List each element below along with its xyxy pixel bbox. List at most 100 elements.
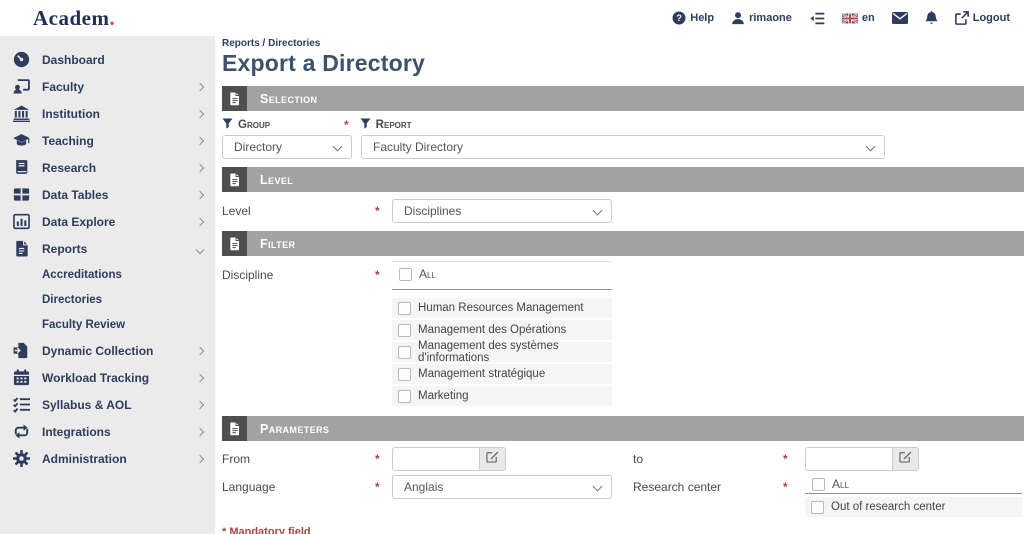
- chevron-right-icon: [195, 454, 205, 463]
- workload-tracking-icon: [12, 369, 31, 386]
- sidebar-item-dashboard[interactable]: Dashboard: [0, 46, 215, 73]
- all-label: All: [419, 267, 436, 281]
- top-actions: ? Help rimaone en Logout: [672, 10, 1024, 26]
- edit-icon: [899, 450, 912, 468]
- logo-dot: .: [109, 5, 116, 30]
- discipline-label: Discipline: [222, 268, 274, 282]
- chevron-right-icon: [195, 400, 205, 409]
- sidebar-item-data-explore[interactable]: Data Explore: [0, 208, 215, 235]
- breadcrumb[interactable]: Reports / Directories: [222, 38, 321, 49]
- sidebar-item-administration[interactable]: Administration: [0, 445, 215, 472]
- section-header-filter: Filter: [222, 231, 1024, 256]
- report-label: Report: [360, 117, 412, 132]
- checkbox[interactable]: [811, 500, 824, 514]
- sidebar-item-data-tables[interactable]: Data Tables: [0, 181, 215, 208]
- discipline-option[interactable]: Human Resources Management: [392, 298, 612, 318]
- discipline-option[interactable]: Management des systèmes d'informations: [392, 340, 612, 364]
- chevron-right-icon: [195, 163, 205, 172]
- collapse-menu-button[interactable]: [809, 12, 825, 25]
- sidebar-item-label: Integrations: [42, 424, 111, 439]
- sidebar-item-institution[interactable]: Institution: [0, 100, 215, 127]
- sidebar-item-integrations[interactable]: Integrations: [0, 418, 215, 445]
- research-center-label: Research center: [633, 480, 722, 494]
- required-asterisk: *: [375, 268, 380, 282]
- sidebar-item-dynamic-collection[interactable]: Dynamic Collection: [0, 337, 215, 364]
- all-checkbox[interactable]: [812, 477, 825, 491]
- section-header-selection: Selection: [222, 86, 1024, 111]
- group-label: Group: [222, 117, 337, 132]
- logout-button[interactable]: Logout: [954, 11, 1010, 25]
- discipline-option[interactable]: Management des Opérations: [392, 320, 612, 340]
- to-date-group: [805, 447, 1024, 471]
- language-select[interactable]: Anglais: [392, 475, 612, 499]
- from-date-input[interactable]: [392, 447, 479, 471]
- research-all-row[interactable]: All: [805, 475, 1024, 493]
- checkbox[interactable]: [398, 345, 411, 359]
- username-label: rimaone: [749, 12, 792, 24]
- sidebar-item-reports[interactable]: Reports: [0, 235, 215, 262]
- checkbox[interactable]: [398, 389, 411, 403]
- sidebar-item-label: Administration: [42, 451, 127, 466]
- user-menu[interactable]: rimaone: [731, 11, 792, 25]
- discipline-field: All Human Resources Management Management…: [392, 261, 612, 408]
- sidebar-item-label: Syllabus & AOL: [42, 397, 132, 412]
- discipline-option[interactable]: Marketing: [392, 386, 612, 406]
- help-button[interactable]: ? Help: [672, 11, 714, 25]
- to-date-input[interactable]: [805, 447, 892, 471]
- app-logo[interactable]: Academ.: [33, 6, 115, 31]
- report-select[interactable]: Faculty Directory: [361, 135, 885, 159]
- checkbox[interactable]: [398, 301, 411, 315]
- sidebar-item-research[interactable]: Research: [0, 154, 215, 181]
- all-checkbox[interactable]: [399, 267, 412, 281]
- group-select[interactable]: Directory: [222, 135, 352, 159]
- chevron-right-icon: [195, 190, 205, 199]
- uk-flag-icon: [841, 12, 858, 24]
- level-select[interactable]: Disciplines: [392, 199, 612, 223]
- to-date-edit-button[interactable]: [892, 447, 919, 471]
- chevron-down-icon: [865, 141, 876, 152]
- language-selector[interactable]: en: [841, 12, 875, 24]
- research-center-option[interactable]: Out of research center: [805, 497, 1022, 517]
- sidebar-item-directories[interactable]: Directories: [0, 287, 215, 312]
- research-icon: [12, 159, 31, 176]
- top-bar: Academ. ? Help rimaone en Logout: [0, 0, 1024, 36]
- checkbox[interactable]: [398, 367, 411, 381]
- section-title: Parameters: [260, 421, 330, 436]
- chevron-down-icon: [332, 141, 343, 152]
- sidebar-item-faculty[interactable]: Faculty: [0, 73, 215, 100]
- filter-funnel-icon: [222, 117, 233, 132]
- sidebar-item-faculty-review[interactable]: Faculty Review: [0, 312, 215, 337]
- discipline-option[interactable]: Management stratégique: [392, 364, 612, 384]
- page-title: Export a Directory: [222, 50, 425, 76]
- chevron-down-icon: [592, 205, 603, 216]
- logout-label: Logout: [972, 12, 1010, 24]
- section-title: Level: [260, 172, 294, 187]
- sidebar-item-syllabus-aol[interactable]: Syllabus & AOL: [0, 391, 215, 418]
- required-asterisk: *: [344, 117, 349, 132]
- gauge-icon: [12, 51, 31, 68]
- sidebar-item-label: Research: [42, 160, 97, 175]
- sidebar-item-label: Accreditations: [42, 268, 122, 281]
- messages-button[interactable]: [891, 12, 908, 24]
- required-asterisk: *: [375, 480, 380, 494]
- bell-icon: [925, 10, 938, 26]
- from-date-edit-button[interactable]: [479, 447, 506, 471]
- notifications-button[interactable]: [925, 10, 938, 26]
- from-date-group: [392, 447, 612, 471]
- data-tables-icon: [12, 186, 31, 203]
- required-asterisk: *: [375, 452, 380, 466]
- sidebar-item-teaching[interactable]: Teaching: [0, 127, 215, 154]
- dynamic-collection-icon: [12, 342, 31, 359]
- section-header-level: Level: [222, 167, 1024, 192]
- sidebar-item-workload-tracking[interactable]: Workload Tracking: [0, 364, 215, 391]
- discipline-option-label: Human Resources Management: [418, 302, 584, 314]
- administration-icon: [12, 450, 31, 467]
- research-center-field: All Out of research center: [805, 475, 1024, 519]
- mail-icon: [891, 12, 908, 24]
- discipline-option-label: Management des systèmes d'informations: [418, 340, 559, 364]
- discipline-all-row[interactable]: All: [392, 261, 612, 290]
- sidebar-item-accreditations[interactable]: Accreditations: [0, 262, 215, 287]
- research-center-option-label: Out of research center: [831, 501, 946, 513]
- level-row: Level * Disciplines: [222, 199, 1024, 223]
- checkbox[interactable]: [398, 323, 411, 337]
